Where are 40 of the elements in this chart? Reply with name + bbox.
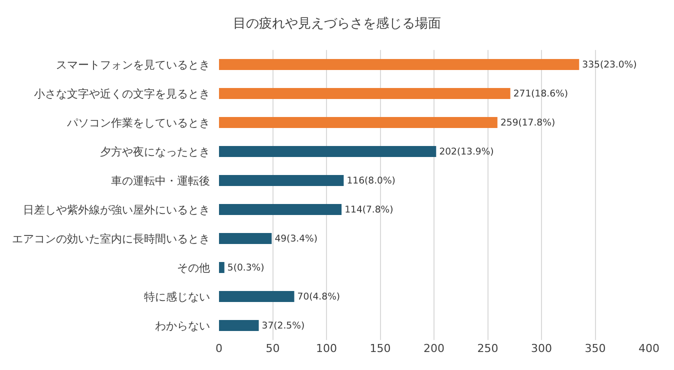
data-label: 114(7.8%) xyxy=(344,204,394,216)
data-label: 49(3.4%) xyxy=(274,233,318,244)
y-tick-label: 日差しや紫外線が強い屋外にいるとき xyxy=(23,203,210,216)
x-tick-label: 400 xyxy=(638,342,660,355)
bar xyxy=(219,320,259,332)
data-label: 5(0.3%) xyxy=(227,262,264,274)
bar xyxy=(219,262,224,274)
bar xyxy=(219,232,272,244)
x-tick-label: 200 xyxy=(424,342,444,355)
chart-title: 目の疲れや見えづらさを感じる場面 xyxy=(233,16,441,32)
y-tick-label: その他 xyxy=(177,261,210,274)
data-label: 37(2.5%) xyxy=(262,320,305,332)
x-tick-label: 0 xyxy=(216,342,222,355)
bar xyxy=(219,204,342,216)
bar xyxy=(219,174,344,186)
y-tick-label: 夕方や夜になったとき xyxy=(100,145,210,158)
y-tick-label: 小さな文字や近くの文字を見るとき xyxy=(34,87,210,100)
y-tick-label: わからない xyxy=(155,319,210,332)
y-tick-label: 特に感じない xyxy=(144,290,210,304)
x-tick-label: 300 xyxy=(531,342,552,355)
x-tick-label: 250 xyxy=(477,342,498,355)
data-label: 259(17.8%) xyxy=(500,117,556,128)
y-tick-label: エアコンの効いた室内に長時間いるとき xyxy=(12,232,210,246)
bar xyxy=(219,290,294,302)
x-tick-label: 100 xyxy=(316,342,337,355)
bar xyxy=(219,116,498,128)
data-label: 70(4.8%) xyxy=(297,291,340,302)
data-label: 202(13.9%) xyxy=(439,146,494,158)
x-tick-label: 150 xyxy=(370,342,391,355)
data-label: 116(8.0%) xyxy=(346,175,396,186)
bar xyxy=(219,88,510,100)
data-label: 271(18.6%) xyxy=(513,88,568,100)
x-tick-label: 350 xyxy=(584,342,606,355)
y-tick-label: スマートフォンを見ているとき xyxy=(56,58,210,72)
y-tick-label: パソコン作業をしているとき xyxy=(66,116,210,130)
bar xyxy=(219,146,436,158)
x-tick-label: 50 xyxy=(266,342,280,355)
bar xyxy=(219,58,580,70)
data-label: 335(23.0%) xyxy=(582,59,637,70)
y-tick-label: 車の運転中・運転後 xyxy=(111,174,210,188)
